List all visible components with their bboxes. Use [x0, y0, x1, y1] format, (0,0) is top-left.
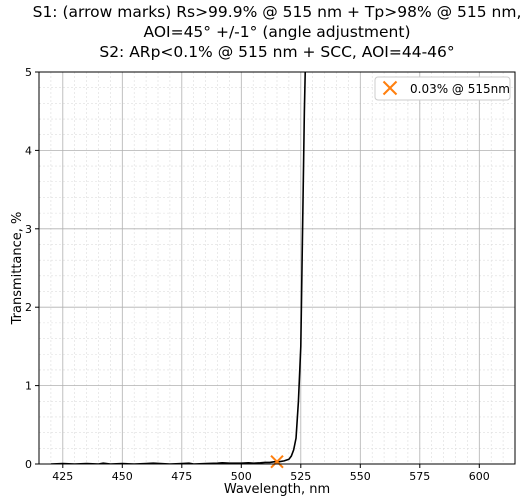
x-tick-label: 475 [171, 470, 192, 483]
minor-grid [39, 72, 516, 464]
legend-marker-x-icon [382, 80, 398, 96]
marker-layer [270, 454, 284, 469]
plot-frame [38, 71, 516, 465]
x-tick-label: 575 [409, 470, 430, 483]
y-axis-ticks: 0 1 2 3 4 5 [25, 66, 39, 471]
chart-title-line-1: S1: (arrow marks) Rs>99.9% @ 515 nm + Tp… [33, 3, 522, 21]
legend-box [374, 76, 511, 101]
chart-title-line-3: S2: ARp<0.1% @ 515 nm + SCC, AOI=44-46° [99, 43, 454, 61]
x-axis-label: Wavelength, nm [224, 482, 330, 497]
y-tick-label: 4 [25, 144, 32, 157]
y-axis-label: Transmittance, % [10, 212, 25, 326]
x-tick-label: 550 [350, 470, 371, 483]
x-axis-ticks: 425 450 475 500 525 550 575 600 [52, 464, 490, 483]
x-tick-label: 500 [231, 470, 252, 483]
legend-label: 0.03% @ 515nm [410, 82, 510, 96]
chart-title-line-2: AOI=45° +/-1° (angle adjustment) [143, 23, 410, 41]
y-tick-label: 2 [25, 301, 32, 314]
legend-x-glyph [382, 80, 398, 96]
y-tick-label: 3 [25, 223, 32, 236]
y-tick-label: 1 [25, 380, 32, 393]
x-tick-label: 525 [290, 470, 311, 483]
y-tick-label: 0 [25, 458, 32, 471]
data-point-marker-x [270, 454, 284, 469]
legend: 0.03% @ 515nm [374, 76, 511, 101]
x-tick-label: 600 [469, 470, 490, 483]
x-tick-label: 450 [112, 470, 133, 483]
x-tick-label: 425 [52, 470, 73, 483]
major-grid [39, 71, 515, 465]
y-tick-label: 5 [25, 66, 32, 79]
